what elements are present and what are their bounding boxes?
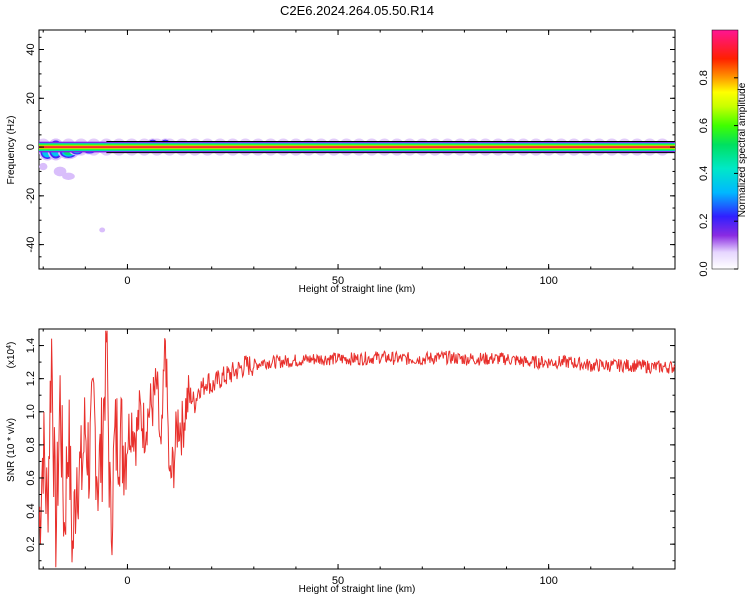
y-tick-label: 0.4	[25, 503, 37, 518]
colorbar-tick-label: 0.0	[698, 261, 710, 276]
x-tick-label: 0	[124, 575, 130, 587]
colorbar-tick-label: 0.4	[698, 166, 710, 181]
spectrogram-ridge	[39, 140, 675, 154]
spectrogram-y-ticks: -40 -20 0 20 40	[25, 36, 675, 270]
y-tick-label: 0.8	[25, 437, 37, 452]
y-tick-label: 0.2	[25, 537, 37, 552]
x-tick-label: 100	[539, 575, 557, 587]
figure-title: C2E6.2024.264.05.50.R14	[280, 3, 434, 18]
spectrogram-x-ticks: 0 50 100	[42, 30, 676, 287]
colorbar-tick-label: 0.2	[698, 214, 710, 229]
spectrogram-blob	[62, 172, 75, 180]
colorbar-gradient	[711, 29, 739, 270]
x-tick-label: 50	[332, 275, 344, 287]
y-tick-label: 20	[25, 92, 37, 104]
spectrogram-blob	[99, 227, 106, 233]
snr-panel: 0.2 0.4 0.6 0.8 1.0 1.2 1.4 0 50 100 Height of s…	[6, 328, 676, 595]
snr-x-axis-title: Height of straight line (km)	[299, 584, 416, 595]
spectrogram-ridge-band	[39, 146, 675, 148]
spectrogram-blob	[53, 166, 67, 177]
colorbar: 0.0 0.2 0.4 0.6 0.8 Normalized spectral ampl…	[698, 29, 748, 277]
spectrogram-panel: -40 -20 0 20 40 0 50 100 Height of straight li…	[6, 29, 676, 295]
y-tick-label: 0	[25, 144, 37, 150]
x-tick-label: 100	[539, 275, 557, 287]
y-tick-label: 40	[25, 43, 37, 55]
spectrogram-x-axis-title: Height of straight line (km)	[299, 284, 416, 295]
colorbar-ticks: 0.0 0.2 0.4 0.6 0.8	[698, 70, 738, 277]
y-tick-label: 1.4	[25, 338, 37, 353]
y-tick-label: 1.2	[25, 371, 37, 386]
snr-scale-text: (x104)	[6, 342, 18, 369]
colorbar-tick-label: 0.8	[698, 70, 710, 85]
snr-y-axis-title: SNR (10 * v/v)	[6, 418, 17, 482]
x-tick-label: 0	[124, 275, 130, 287]
spectrogram-blob	[39, 162, 48, 171]
colorbar-tick-label: 0.6	[698, 118, 710, 133]
colorbar-label: Normalized spectral amplitude	[737, 82, 748, 217]
snr-scale-label: (x104)	[6, 342, 18, 369]
x-tick-label: 50	[332, 575, 344, 587]
snr-y-ticks: 0.2 0.4 0.6 0.8 1.0 1.2 1.4	[25, 338, 675, 562]
y-tick-label: -20	[25, 188, 37, 204]
y-tick-label: 1.0	[25, 404, 37, 419]
y-tick-label: -40	[25, 237, 37, 253]
snr-series-line	[39, 330, 675, 568]
snr-x-ticks: 0 50 100	[42, 329, 676, 587]
y-tick-label: 0.6	[25, 470, 37, 485]
spectrogram-y-axis-title: Frequency (Hz)	[6, 116, 17, 185]
